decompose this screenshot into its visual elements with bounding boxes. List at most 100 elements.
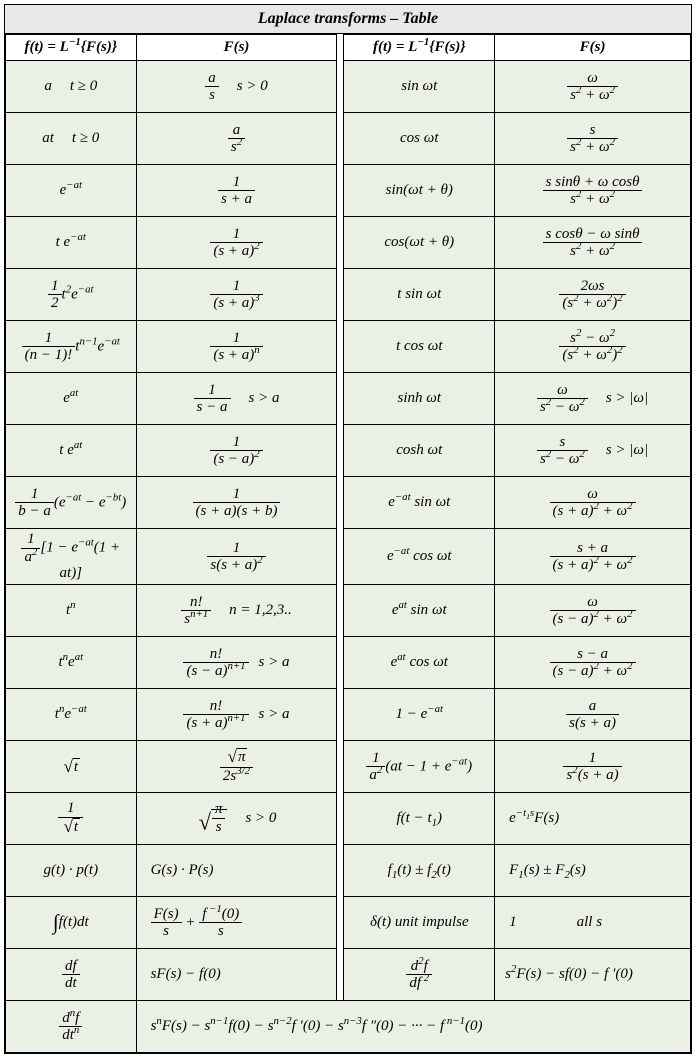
cell-ft: 1√t xyxy=(6,793,137,845)
cell-Fs: 1(s + a)n xyxy=(136,321,337,373)
cell-Fs: 1(s + a)2 xyxy=(136,217,337,269)
cell-Fs: s sinθ + ω cosθs2 + ω2 xyxy=(495,165,691,217)
cell-ft: 1b − a(e−at − e−bt) xyxy=(6,477,137,529)
table-row: 1b − a(e−at − e−bt) 1(s + a)(s + b) e−at… xyxy=(6,477,691,529)
cell-ft: att ≥ 0 xyxy=(6,113,137,165)
cell-ft: t e−at xyxy=(6,217,137,269)
table-row: tn n!sn+1n = 1,2,3.. eat sin ωt ω(s − a)… xyxy=(6,585,691,637)
cell-ft: f1(t) ± f2(t) xyxy=(344,845,495,897)
header-Fs-right: F(s) xyxy=(495,35,691,61)
cell-Fs: G(s) · P(s) xyxy=(136,845,337,897)
cell-ft: 1a2[1 − e−at(1 + at)] xyxy=(6,529,137,585)
cell-ft: e−at xyxy=(6,165,137,217)
cell-Fs: n!sn+1n = 1,2,3.. xyxy=(136,585,337,637)
cell-ft: dnfdtn xyxy=(6,1001,137,1053)
table-row: ∫f(t)dt F(s)s + f −1(0)s δ(t) unit impul… xyxy=(6,897,691,949)
laplace-table: Laplace transforms – Table f(t) = L−1{F(… xyxy=(4,4,692,1054)
cell-Fs: 1(s − a)2 xyxy=(136,425,337,477)
cell-Fs-wide: snF(s) − sn−1f(0) − sn−2f ′(0) − sn−3f ″… xyxy=(136,1001,690,1053)
table-row: att ≥ 0 as2 cos ωt ss2 + ω2 xyxy=(6,113,691,165)
table-row: e−at 1s + a sin(ωt + θ) s sinθ + ω cosθs… xyxy=(6,165,691,217)
cell-ft: 1 − e−at xyxy=(344,689,495,741)
cell-Fs: as2 xyxy=(136,113,337,165)
cell-ft: tn xyxy=(6,585,137,637)
table-row: 1a2[1 − e−at(1 + at)] 1s(s + a)2 e−at co… xyxy=(6,529,691,585)
table-row: t e−at 1(s + a)2 cos(ωt + θ) s cosθ − ω … xyxy=(6,217,691,269)
cell-ft: tneat xyxy=(6,637,137,689)
cell-ft: 1(n − 1)!tn−1e−at xyxy=(6,321,137,373)
table-row: tne−at n!(s + a)n+1s > a 1 − e−at as(s +… xyxy=(6,689,691,741)
cell-ft: √t xyxy=(6,741,137,793)
cell-ft: at ≥ 0 xyxy=(6,61,137,113)
table-row: √t √π2s3/2 1a2(at − 1 + e−at) 1s2(s + a) xyxy=(6,741,691,793)
table-row: g(t) · p(t) G(s) · P(s) f1(t) ± f2(t) F1… xyxy=(6,845,691,897)
cell-Fs: 1(s + a)3 xyxy=(136,269,337,321)
cell-ft: t eat xyxy=(6,425,137,477)
cell-Fs: 1s − as > a xyxy=(136,373,337,425)
cell-ft: t sin ωt xyxy=(344,269,495,321)
cell-Fs: 1s + a xyxy=(136,165,337,217)
cell-ft: cos(ωt + θ) xyxy=(344,217,495,269)
cell-Fs: F1(s) ± F2(s) xyxy=(495,845,691,897)
cell-Fs: 1all s xyxy=(495,897,691,949)
cell-ft: e−at sin ωt xyxy=(344,477,495,529)
cell-ft: cos ωt xyxy=(344,113,495,165)
cell-Fs: n!(s + a)n+1s > a xyxy=(136,689,337,741)
cell-Fs: 1s(s + a)2 xyxy=(136,529,337,585)
cell-Fs: n!(s − a)n+1s > a xyxy=(136,637,337,689)
table-row: dnfdtn snF(s) − sn−1f(0) − sn−2f ′(0) − … xyxy=(6,1001,691,1053)
header-ft-left: f(t) = L−1{F(s)} xyxy=(6,35,137,61)
cell-Fs: ωs2 + ω2 xyxy=(495,61,691,113)
cell-Fs: ωs2 − ω2s > |ω| xyxy=(495,373,691,425)
cell-Fs: ω(s − a)2 + ω2 xyxy=(495,585,691,637)
header-Fs-left: F(s) xyxy=(136,35,337,61)
cell-Fs: s2F(s) − sf(0) − f ′(0) xyxy=(495,949,691,1001)
table-row: dfdt sF(s) − f(0) d2fdf 2 s2F(s) − sf(0)… xyxy=(6,949,691,1001)
table-row: 12t2e−at 1(s + a)3 t sin ωt 2ωs(s2 + ω2)… xyxy=(6,269,691,321)
table-row: tneat n!(s − a)n+1s > a eat cos ωt s − a… xyxy=(6,637,691,689)
cell-Fs: ss2 + ω2 xyxy=(495,113,691,165)
header-row: f(t) = L−1{F(s)} F(s) f(t) = L−1{F(s)} F… xyxy=(6,35,691,61)
cell-ft: 12t2e−at xyxy=(6,269,137,321)
cell-Fs: s cosθ − ω sinθs2 + ω2 xyxy=(495,217,691,269)
cell-Fs: s + a(s + a)2 + ω2 xyxy=(495,529,691,585)
cell-ft: g(t) · p(t) xyxy=(6,845,137,897)
cell-ft: sin(ωt + θ) xyxy=(344,165,495,217)
cell-ft: t cos ωt xyxy=(344,321,495,373)
column-separator xyxy=(337,35,344,61)
cell-ft: ∫f(t)dt xyxy=(6,897,137,949)
table-row: at ≥ 0 ass > 0 sin ωt ωs2 + ω2 xyxy=(6,61,691,113)
table-row: eat 1s − as > a sinh ωt ωs2 − ω2s > |ω| xyxy=(6,373,691,425)
cell-ft: dfdt xyxy=(6,949,137,1001)
cell-Fs: e−t1sF(s) xyxy=(495,793,691,845)
cell-Fs: as(s + a) xyxy=(495,689,691,741)
cell-ft: sinh ωt xyxy=(344,373,495,425)
cell-ft: eat cos ωt xyxy=(344,637,495,689)
cell-Fs: 1s2(s + a) xyxy=(495,741,691,793)
cell-Fs: 2ωs(s2 + ω2)2 xyxy=(495,269,691,321)
cell-Fs: ω(s + a)2 + ω2 xyxy=(495,477,691,529)
cell-Fs: √πss > 0 xyxy=(136,793,337,845)
table-body: f(t) = L−1{F(s)} F(s) f(t) = L−1{F(s)} F… xyxy=(5,34,691,1053)
cell-ft: eat xyxy=(6,373,137,425)
cell-ft: cosh ωt xyxy=(344,425,495,477)
table-title: Laplace transforms – Table xyxy=(5,5,692,34)
cell-ft: 1a2(at − 1 + e−at) xyxy=(344,741,495,793)
cell-Fs: s − a(s − a)2 + ω2 xyxy=(495,637,691,689)
cell-ft: δ(t) unit impulse xyxy=(344,897,495,949)
cell-Fs: F(s)s + f −1(0)s xyxy=(136,897,337,949)
cell-ft: sin ωt xyxy=(344,61,495,113)
cell-ft: d2fdf 2 xyxy=(344,949,495,1001)
cell-Fs: s2 − ω2(s2 + ω2)2 xyxy=(495,321,691,373)
cell-ft: f(t − t1) xyxy=(344,793,495,845)
cell-Fs: √π2s3/2 xyxy=(136,741,337,793)
cell-ft: e−at cos ωt xyxy=(344,529,495,585)
cell-ft: tne−at xyxy=(6,689,137,741)
cell-Fs: 1(s + a)(s + b) xyxy=(136,477,337,529)
table-row: 1(n − 1)!tn−1e−at 1(s + a)n t cos ωt s2 … xyxy=(6,321,691,373)
table-row: t eat 1(s − a)2 cosh ωt ss2 − ω2s > |ω| xyxy=(6,425,691,477)
cell-ft: eat sin ωt xyxy=(344,585,495,637)
cell-Fs: ss2 − ω2s > |ω| xyxy=(495,425,691,477)
cell-Fs: sF(s) − f(0) xyxy=(136,949,337,1001)
header-ft-right: f(t) = L−1{F(s)} xyxy=(344,35,495,61)
